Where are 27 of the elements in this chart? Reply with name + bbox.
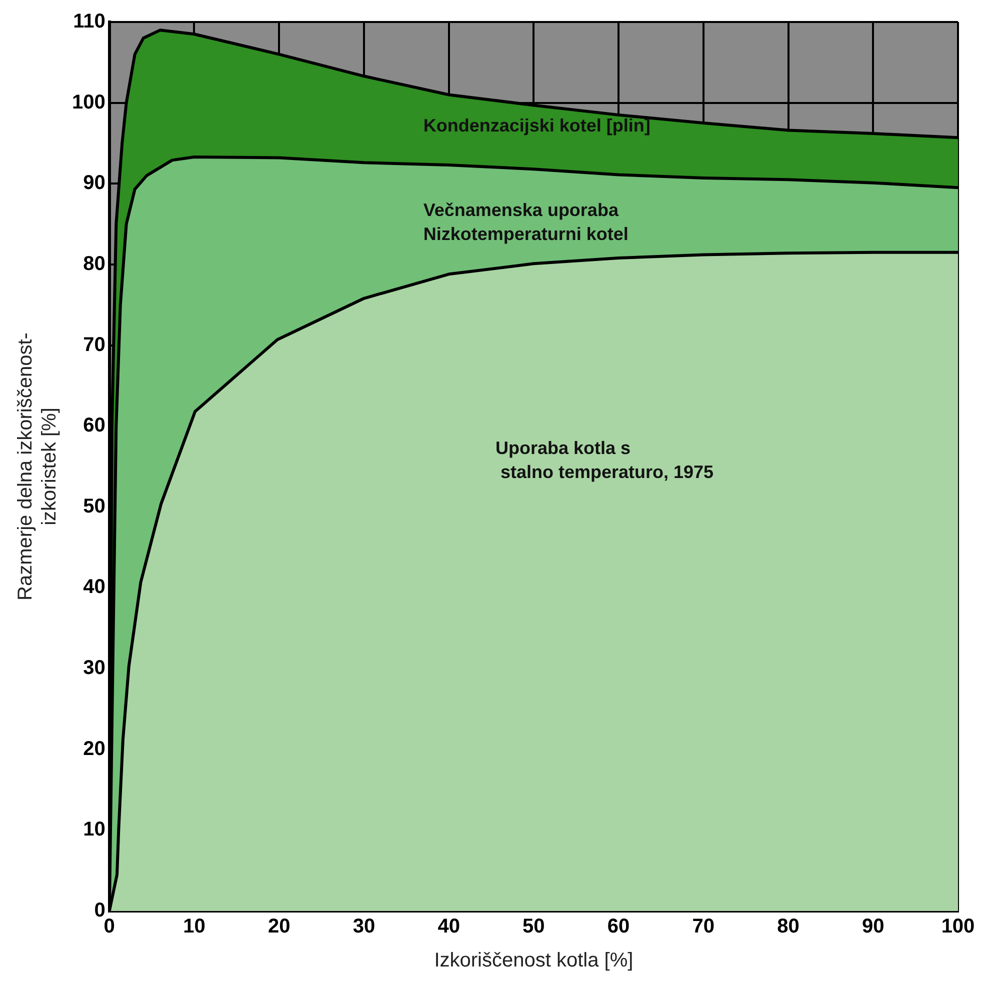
- x-tick-label: 50: [522, 916, 545, 938]
- series-label: Večnamenska uporaba Nizkotemperaturni kotel: [423, 200, 628, 244]
- y-tick-label: 110: [73, 10, 106, 33]
- x-axis-title: Izkoriščenost kotla [%]: [434, 950, 634, 972]
- x-tick-label: 10: [183, 916, 206, 938]
- y-tick-label: 80: [83, 252, 106, 275]
- x-tick-label: 40: [438, 916, 460, 938]
- x-tick-label: 30: [352, 916, 376, 938]
- x-tick-label: 70: [692, 916, 715, 938]
- x-tick-label: 100: [941, 916, 975, 938]
- x-tick-label: 60: [607, 916, 630, 938]
- y-tick-label: 100: [72, 91, 106, 114]
- y-axis-title: Razmerje delna izkoriščenost- izkoristek [%]: [14, 332, 61, 600]
- x-tick-label: 90: [862, 916, 884, 938]
- series-label: Uporaba kotla s stalno temperaturo, 1975: [495, 438, 714, 482]
- y-tick-label: 60: [83, 414, 106, 437]
- series-label: Kondenzacijski kotel [plin]: [423, 116, 650, 136]
- y-tick-label: 50: [83, 495, 106, 518]
- y-tick-label: 70: [83, 334, 106, 356]
- y-tick-label: 0: [94, 900, 106, 922]
- y-tick-label: 90: [83, 172, 106, 194]
- y-tick-label: 40: [83, 576, 106, 598]
- y-tick-label: 10: [83, 818, 106, 841]
- x-tick-label: 80: [777, 916, 800, 938]
- y-tick-label: 20: [83, 738, 106, 760]
- x-tick-label: 20: [268, 916, 290, 938]
- y-tick-label: 30: [83, 657, 106, 680]
